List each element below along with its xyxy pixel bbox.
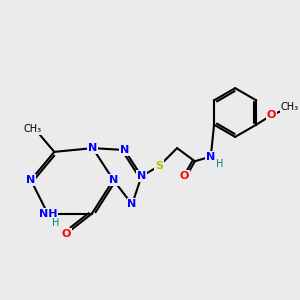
Text: N: N	[206, 152, 215, 162]
Text: N: N	[88, 143, 98, 153]
Text: CH₃: CH₃	[24, 124, 42, 134]
Text: N: N	[26, 175, 35, 185]
Text: N: N	[120, 145, 129, 155]
Text: O: O	[267, 110, 276, 120]
Text: N: N	[137, 171, 146, 181]
Text: N: N	[128, 199, 137, 209]
Text: O: O	[180, 171, 189, 181]
Text: CH₃: CH₃	[281, 102, 299, 112]
Text: NH: NH	[38, 209, 57, 219]
Text: H: H	[215, 159, 223, 169]
Text: N: N	[109, 175, 118, 185]
Text: O: O	[62, 229, 71, 239]
Text: S: S	[155, 161, 163, 171]
Text: H: H	[52, 218, 59, 228]
